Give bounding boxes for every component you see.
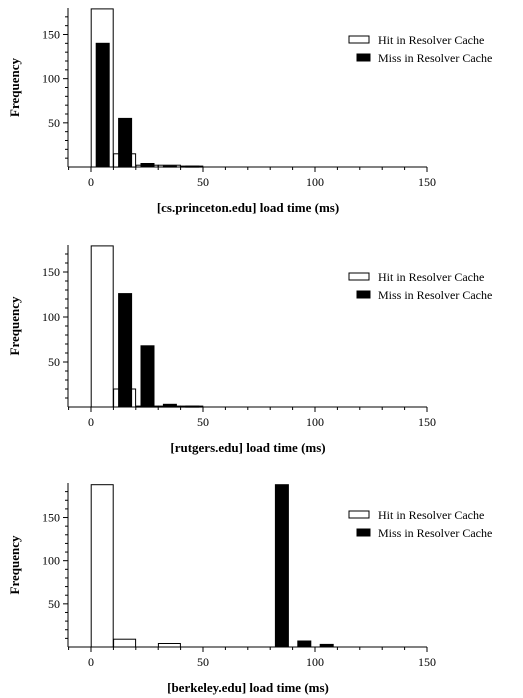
legend-swatch-miss	[356, 528, 371, 537]
chart-panel-3: 0 50 100 150 50 100 150 [berkeley.edu] load tim…	[7, 483, 492, 695]
x-axis-title: [cs.princeton.edu] load time (ms)	[157, 200, 339, 215]
bar-miss	[140, 345, 155, 408]
bar-hit	[157, 643, 181, 648]
legend-swatch-miss	[356, 290, 371, 299]
x-axis-title: [rutgers.edu] load time (ms)	[170, 440, 325, 455]
legend-swatch-miss	[356, 53, 371, 62]
chart-panel-2: 0 50 100 150 50 100 150 [rutgers.edu] load time…	[7, 245, 492, 455]
legend-label-miss: Miss in Resolver Cache	[378, 526, 492, 540]
bar-miss	[297, 640, 312, 648]
y-tick-label: 150	[42, 511, 60, 525]
bar-hit	[113, 638, 137, 648]
legend-label-miss: Miss in Resolver Cache	[378, 288, 492, 302]
x-axis-title: [berkeley.edu] load time (ms)	[167, 680, 329, 695]
x-tick-label: 50	[197, 175, 209, 189]
x-tick-label: 0	[88, 415, 94, 429]
y-tick-label: 150	[42, 28, 60, 42]
x-tick-label: 0	[88, 655, 94, 669]
y-tick-label: 50	[48, 116, 60, 130]
x-tick-label: 100	[306, 415, 324, 429]
y-axis-title: Frequency	[7, 58, 22, 117]
legend-swatch-hit	[348, 35, 370, 44]
y-tick-label: 50	[48, 355, 60, 369]
legend-swatch-hit	[348, 510, 370, 519]
legend-label-hit: Hit in Resolver Cache	[378, 508, 484, 522]
legend-label-miss: Miss in Resolver Cache	[378, 51, 492, 65]
y-axis-title: Frequency	[7, 535, 22, 594]
y-tick-label: 100	[42, 72, 60, 86]
series-hit	[90, 484, 181, 648]
legend-label-hit: Hit in Resolver Cache	[378, 33, 484, 47]
legend: Hit in Resolver Cache Miss in Resolver Ca…	[348, 270, 492, 302]
legend-label-hit: Hit in Resolver Cache	[378, 270, 484, 284]
legend: Hit in Resolver Cache Miss in Resolver Ca…	[348, 33, 492, 65]
bar-miss	[274, 484, 289, 648]
y-tick-label: 100	[42, 310, 60, 324]
legend-swatch-hit	[348, 272, 370, 281]
bar-hit	[90, 245, 114, 408]
x-tick-label: 150	[418, 655, 436, 669]
x-tick-label: 150	[418, 175, 436, 189]
bar-hit	[90, 484, 114, 648]
x-tick-label: 50	[197, 415, 209, 429]
x-tick-label: 50	[197, 655, 209, 669]
bar-miss	[118, 117, 133, 168]
series-miss	[118, 293, 200, 408]
bar-miss	[95, 42, 110, 168]
x-tick-label: 150	[418, 415, 436, 429]
y-tick-label: 50	[48, 597, 60, 611]
x-tick-label: 0	[88, 175, 94, 189]
legend: Hit in Resolver Cache Miss in Resolver Ca…	[348, 508, 492, 540]
bar-miss	[140, 163, 155, 168]
x-tick-label: 100	[306, 655, 324, 669]
y-tick-label: 100	[42, 554, 60, 568]
y-tick-label: 150	[42, 265, 60, 279]
y-axis-title: Frequency	[7, 296, 22, 355]
chart-panel-1: 0 50 100 150 50 100 150 [cs.princeton.edu] load…	[7, 8, 492, 215]
bar-miss	[118, 293, 133, 408]
x-tick-label: 100	[306, 175, 324, 189]
series-miss	[274, 484, 334, 648]
